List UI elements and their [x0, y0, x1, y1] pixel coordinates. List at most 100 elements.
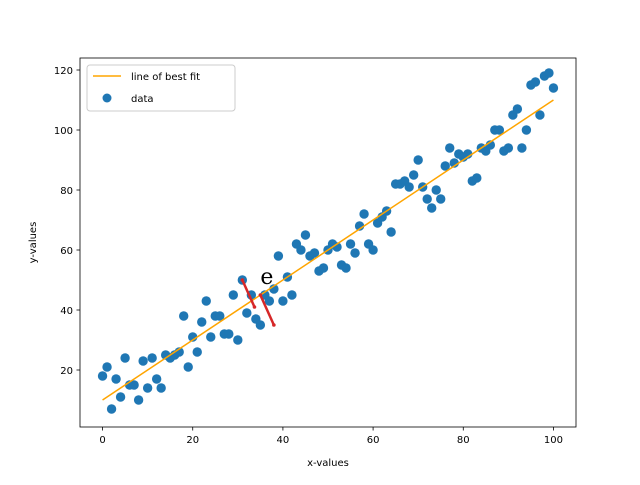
- residual-segment: [259, 294, 276, 326]
- data-point: [341, 263, 351, 273]
- data-point: [422, 194, 432, 204]
- residual-segment: [241, 279, 256, 308]
- x-axis-ticks: 0 20 40 60 80 100: [99, 427, 563, 446]
- y-tick-label: 120: [54, 66, 73, 77]
- data-point: [242, 308, 252, 318]
- legend-box: [86, 64, 236, 112]
- data-point: [300, 230, 311, 240]
- data-point: [106, 404, 117, 414]
- data-point: [332, 242, 342, 252]
- data-point: [120, 353, 130, 363]
- data-point: [156, 383, 166, 393]
- data-point: [354, 221, 365, 231]
- residual-point: [240, 278, 245, 282]
- x-tick-label: 0: [99, 435, 105, 446]
- data-point: [503, 143, 514, 153]
- data-point: [179, 311, 189, 321]
- y-axis-label: y-values: [28, 222, 39, 264]
- residual-annotation: e: [260, 265, 273, 290]
- data-point: [485, 140, 496, 150]
- data-point: [133, 395, 144, 405]
- data-point: [115, 392, 126, 402]
- residual-point: [252, 305, 257, 309]
- legend: line of best fit data: [86, 64, 236, 112]
- y-tick-label: 100: [54, 126, 73, 137]
- plot-area: e: [97, 68, 559, 414]
- x-axis-label: x-values: [307, 458, 349, 469]
- data-point: [273, 251, 284, 261]
- data-point: [449, 158, 459, 168]
- data-point: [215, 311, 225, 321]
- data-point: [174, 347, 184, 357]
- data-point: [517, 143, 527, 153]
- data-point: [368, 245, 378, 255]
- y-tick-label: 60: [60, 246, 73, 257]
- data-point: [521, 125, 532, 135]
- data-point: [197, 317, 207, 327]
- data-point: [404, 182, 414, 192]
- x-tick-label: 80: [457, 435, 470, 446]
- data-point: [278, 296, 288, 306]
- legend-line-label: line of best fit: [131, 72, 200, 83]
- data-point: [97, 371, 108, 381]
- y-tick-label: 20: [60, 366, 73, 377]
- data-point: [472, 173, 482, 183]
- data-point: [264, 296, 275, 306]
- data-point: [287, 290, 297, 300]
- residual-point: [272, 323, 276, 327]
- data-point: [463, 149, 473, 159]
- residual-point: [258, 293, 263, 297]
- data-point: [201, 296, 211, 306]
- y-tick-label: 80: [60, 186, 73, 197]
- data-point: [255, 320, 266, 330]
- data-point: [206, 332, 216, 342]
- data-point: [318, 263, 329, 273]
- data-point: [512, 104, 523, 114]
- y-tick-label: 40: [60, 306, 73, 317]
- data-point: [440, 161, 450, 171]
- data-point: [111, 374, 121, 384]
- data-point: [544, 68, 554, 78]
- data-point: [138, 356, 148, 366]
- y-axis-ticks: 20 40 60 80 100 120: [54, 66, 80, 377]
- data-point: [445, 143, 455, 153]
- data-point: [224, 329, 234, 339]
- data-point: [102, 362, 112, 372]
- data-point: [309, 248, 320, 258]
- axes: 0 20 40 60 80 100 20 40 60 80 100 120 x-values y-v…: [28, 57, 577, 469]
- axes-frame: [79, 57, 577, 428]
- data-point: [530, 77, 541, 87]
- data-point: [269, 284, 279, 294]
- data-point: [427, 203, 437, 213]
- data-point: [129, 380, 139, 390]
- data-point: [147, 353, 157, 363]
- data-point: [151, 374, 162, 384]
- x-tick-label: 60: [367, 435, 380, 446]
- data-point: [183, 362, 193, 372]
- data-point: [494, 125, 505, 135]
- data-point: [413, 155, 423, 165]
- data-point: [350, 248, 360, 258]
- x-tick-label: 40: [277, 435, 290, 446]
- data-point: [535, 110, 545, 120]
- data-point: [192, 347, 202, 357]
- best-fit-line: [102, 99, 554, 401]
- data-point: [548, 83, 559, 93]
- data-point: [359, 209, 369, 219]
- data-point: [233, 335, 243, 345]
- data-point: [142, 383, 153, 393]
- legend-dot-swatch: [102, 93, 112, 103]
- data-point: [345, 239, 356, 249]
- data-point: [408, 170, 419, 180]
- data-point: [431, 185, 441, 195]
- data-point: [386, 227, 396, 237]
- data-point: [296, 245, 306, 255]
- x-tick-label: 20: [186, 435, 199, 446]
- data-point: [228, 290, 239, 300]
- legend-data-label: data: [131, 94, 154, 105]
- data-point: [436, 194, 446, 204]
- data-point: [188, 332, 198, 342]
- x-tick-label: 100: [544, 435, 563, 446]
